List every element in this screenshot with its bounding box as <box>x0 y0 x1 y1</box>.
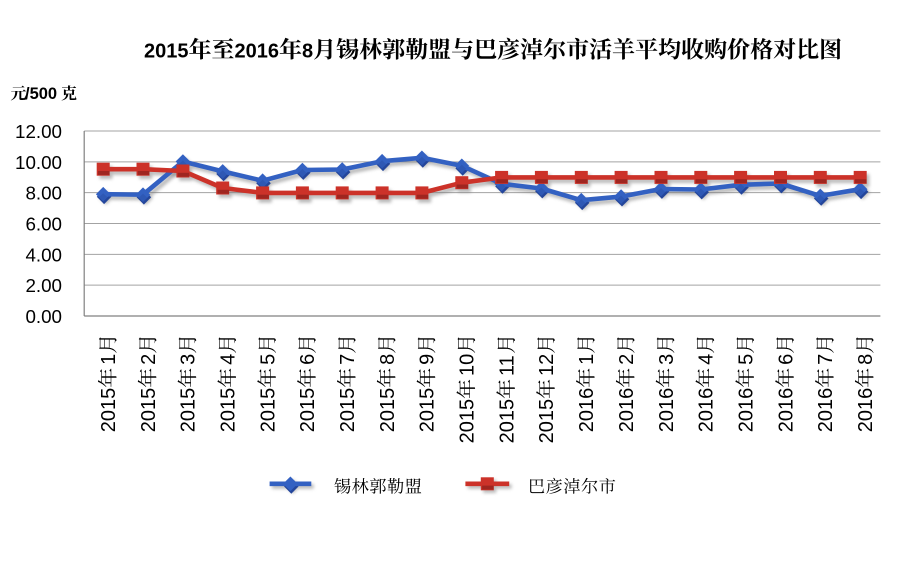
svg-text:2015: 2015 <box>457 399 479 444</box>
svg-text:8: 8 <box>377 354 399 365</box>
svg-text:2016: 2016 <box>656 388 678 433</box>
svg-text:2015: 2015 <box>337 388 359 433</box>
svg-text:8: 8 <box>302 41 313 63</box>
svg-text:2: 2 <box>138 354 160 365</box>
svg-text:12: 12 <box>536 354 558 376</box>
svg-text:2015: 2015 <box>377 388 399 433</box>
svg-text:2015: 2015 <box>218 388 240 433</box>
svg-text:2015: 2015 <box>144 41 189 63</box>
svg-text:2016: 2016 <box>815 388 837 433</box>
svg-text:2016: 2016 <box>696 388 718 433</box>
svg-text:2.00: 2.00 <box>25 275 62 296</box>
svg-text:2016: 2016 <box>576 388 598 433</box>
svg-text:10: 10 <box>457 354 479 376</box>
svg-text:8.00: 8.00 <box>25 183 62 204</box>
svg-text:2015: 2015 <box>98 388 120 433</box>
svg-text:2016: 2016 <box>855 388 877 433</box>
svg-text:7: 7 <box>337 354 359 365</box>
svg-text:2015: 2015 <box>417 388 439 433</box>
svg-text:11: 11 <box>496 355 518 376</box>
svg-text:2016: 2016 <box>775 388 797 433</box>
svg-text:4: 4 <box>696 354 718 365</box>
svg-text:2016: 2016 <box>616 388 638 433</box>
svg-text:2: 2 <box>616 354 638 365</box>
svg-text:2015: 2015 <box>178 388 200 433</box>
svg-text:2016: 2016 <box>235 41 280 63</box>
svg-text:7: 7 <box>815 354 837 365</box>
svg-text:2015: 2015 <box>536 399 558 444</box>
svg-text:6: 6 <box>297 354 319 365</box>
svg-text:0.00: 0.00 <box>25 306 62 327</box>
svg-text:2015: 2015 <box>297 388 319 433</box>
svg-text:6: 6 <box>775 354 797 365</box>
svg-text:2015: 2015 <box>496 399 518 444</box>
svg-text:1: 1 <box>98 354 120 365</box>
svg-text:9: 9 <box>417 354 439 365</box>
svg-text:5: 5 <box>257 354 279 365</box>
svg-text:3: 3 <box>178 354 200 365</box>
svg-text:8: 8 <box>855 354 877 365</box>
svg-text:2015: 2015 <box>257 388 279 433</box>
svg-text:1: 1 <box>576 354 598 365</box>
svg-text:3: 3 <box>656 354 678 365</box>
svg-text:2016: 2016 <box>735 388 757 433</box>
svg-text:4: 4 <box>218 354 240 365</box>
svg-text:10.00: 10.00 <box>15 152 62 173</box>
svg-text:/500: /500 <box>25 85 57 103</box>
svg-text:12.00: 12.00 <box>15 121 62 142</box>
svg-text:5: 5 <box>735 354 757 365</box>
svg-text:6.00: 6.00 <box>25 214 62 235</box>
svg-text:2015: 2015 <box>138 388 160 433</box>
svg-text:4.00: 4.00 <box>25 244 62 265</box>
